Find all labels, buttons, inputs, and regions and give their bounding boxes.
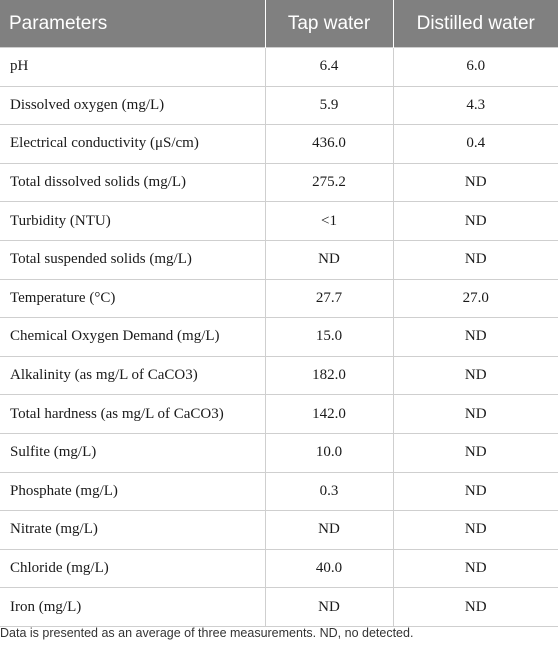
- tap-water-cell: 6.4: [264, 47, 393, 87]
- distilled-water-cell: ND: [392, 510, 558, 550]
- table-row: Total dissolved solids (mg/L) 275.2 ND: [0, 162, 558, 202]
- tap-water-cell: 27.7: [264, 278, 393, 318]
- tap-water-cell: ND: [264, 510, 393, 550]
- distilled-water-cell: ND: [392, 355, 558, 395]
- table-row: Total suspended solids (mg/L) ND ND: [0, 239, 558, 280]
- distilled-water-cell: ND: [392, 394, 558, 434]
- water-parameters-table: Parameters Tap water Distilled water pH 6…: [0, 0, 558, 627]
- table-row: Total hardness (as mg/L of CaCO3) 142.0 ND: [0, 394, 558, 434]
- distilled-water-cell: ND: [392, 317, 558, 357]
- table-footnote: Data is presented as an average of three…: [0, 626, 414, 640]
- header-tap-water: Tap water: [264, 0, 393, 48]
- parameter-cell: pH: [0, 47, 265, 87]
- tap-water-cell: 142.0: [264, 394, 393, 434]
- parameter-cell: Phosphate (mg/L): [0, 471, 265, 511]
- parameter-cell: Chemical Oxygen Demand (mg/L): [0, 317, 265, 357]
- parameter-cell: Nitrate (mg/L): [0, 510, 265, 550]
- distilled-water-cell: ND: [392, 239, 558, 280]
- tap-water-cell: 5.9: [264, 85, 393, 125]
- distilled-water-cell: ND: [392, 432, 558, 473]
- parameter-cell: Alkalinity (as mg/L of CaCO3): [0, 355, 265, 395]
- tap-water-cell: 15.0: [264, 317, 393, 357]
- parameter-cell: Temperature (°C): [0, 278, 265, 318]
- tap-water-cell: <1: [264, 201, 393, 241]
- parameter-cell: Sulfite (mg/L): [0, 432, 265, 473]
- table-row: Temperature (°C) 27.7 27.0: [0, 278, 558, 318]
- table-header: Parameters Tap water Distilled water: [0, 0, 558, 48]
- table-row: Turbidity (NTU) <1 ND: [0, 201, 558, 241]
- parameter-cell: Dissolved oxygen (mg/L): [0, 85, 265, 125]
- tap-water-cell: 40.0: [264, 548, 393, 588]
- table-row: Electrical conductivity (μS/cm) 436.0 0.4: [0, 124, 558, 164]
- table-row: pH 6.4 6.0: [0, 47, 558, 87]
- water-parameters-table-container: Parameters Tap water Distilled water pH 6…: [0, 0, 558, 627]
- distilled-water-cell: 6.0: [392, 47, 558, 87]
- table-row: Alkalinity (as mg/L of CaCO3) 182.0 ND: [0, 355, 558, 395]
- distilled-water-cell: ND: [392, 201, 558, 241]
- tap-water-cell: ND: [264, 239, 393, 280]
- distilled-water-cell: 0.4: [392, 124, 558, 164]
- parameter-cell: Total suspended solids (mg/L): [0, 239, 265, 280]
- parameter-cell: Chloride (mg/L): [0, 548, 265, 588]
- tap-water-cell: 182.0: [264, 355, 393, 395]
- parameter-cell: Total hardness (as mg/L of CaCO3): [0, 394, 265, 434]
- header-row: Parameters Tap water Distilled water: [0, 0, 558, 48]
- distilled-water-cell: ND: [392, 471, 558, 511]
- distilled-water-cell: 4.3: [392, 85, 558, 125]
- table-row: Chemical Oxygen Demand (mg/L) 15.0 ND: [0, 317, 558, 357]
- distilled-water-cell: ND: [392, 162, 558, 202]
- parameter-cell: Iron (mg/L): [0, 587, 265, 627]
- table-row: Sulfite (mg/L) 10.0 ND: [0, 432, 558, 473]
- table-row: Phosphate (mg/L) 0.3 ND: [0, 471, 558, 511]
- tap-water-cell: 0.3: [264, 471, 393, 511]
- header-distilled-water: Distilled water: [392, 0, 558, 48]
- distilled-water-cell: ND: [392, 548, 558, 588]
- table-row: Dissolved oxygen (mg/L) 5.9 4.3: [0, 85, 558, 125]
- parameter-cell: Total dissolved solids (mg/L): [0, 162, 265, 202]
- parameter-cell: Electrical conductivity (μS/cm): [0, 124, 265, 164]
- table-row: Nitrate (mg/L) ND ND: [0, 510, 558, 550]
- tap-water-cell: 436.0: [264, 124, 393, 164]
- header-parameters: Parameters: [0, 0, 265, 48]
- distilled-water-cell: ND: [392, 587, 558, 627]
- tap-water-cell: 10.0: [264, 432, 393, 473]
- tap-water-cell: 275.2: [264, 162, 393, 202]
- distilled-water-cell: 27.0: [392, 278, 558, 318]
- table-row: Chloride (mg/L) 40.0 ND: [0, 548, 558, 588]
- table-row: Iron (mg/L) ND ND: [0, 587, 558, 627]
- tap-water-cell: ND: [264, 587, 393, 627]
- table-body: pH 6.4 6.0 Dissolved oxygen (mg/L) 5.9 4.3 Ele…: [0, 47, 558, 627]
- parameter-cell: Turbidity (NTU): [0, 201, 265, 241]
